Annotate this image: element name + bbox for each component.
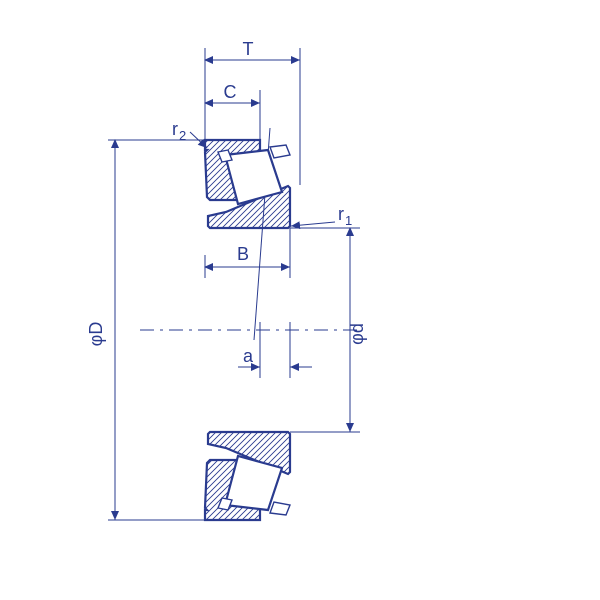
svg-text:B: B xyxy=(237,244,249,264)
svg-text:φD: φD xyxy=(86,322,106,347)
svg-text:φd: φd xyxy=(347,323,367,345)
svg-text:T: T xyxy=(243,39,254,59)
svg-text:a: a xyxy=(243,346,254,366)
svg-text:C: C xyxy=(224,82,237,102)
svg-text:r1: r1 xyxy=(338,204,352,228)
svg-text:r2: r2 xyxy=(172,119,186,143)
bearing-diagram: T C Ba r2 r1 φD φd xyxy=(0,0,600,600)
